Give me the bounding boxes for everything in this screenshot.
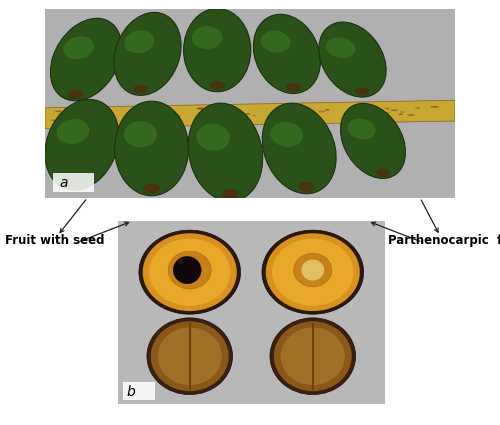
Bar	[53, 173, 94, 192]
Ellipse shape	[55, 110, 62, 112]
Text: Parthenocarpic  fruit: Parthenocarpic fruit	[388, 234, 500, 246]
Ellipse shape	[172, 114, 181, 117]
Ellipse shape	[196, 124, 230, 151]
Ellipse shape	[266, 233, 360, 311]
Ellipse shape	[114, 12, 181, 95]
Ellipse shape	[155, 108, 161, 110]
Ellipse shape	[376, 169, 390, 177]
Ellipse shape	[45, 99, 119, 190]
Ellipse shape	[302, 260, 324, 280]
Ellipse shape	[286, 114, 290, 115]
Ellipse shape	[415, 107, 420, 109]
Ellipse shape	[122, 121, 128, 122]
Ellipse shape	[398, 113, 403, 115]
Ellipse shape	[254, 14, 320, 94]
Ellipse shape	[56, 119, 89, 144]
Ellipse shape	[149, 238, 230, 306]
Ellipse shape	[294, 253, 332, 287]
Ellipse shape	[319, 22, 386, 97]
Ellipse shape	[168, 251, 212, 289]
Bar	[123, 382, 155, 400]
Ellipse shape	[172, 117, 180, 119]
Ellipse shape	[86, 115, 92, 116]
Ellipse shape	[222, 189, 238, 199]
Ellipse shape	[326, 37, 356, 58]
Ellipse shape	[71, 113, 80, 116]
Ellipse shape	[66, 178, 83, 188]
Ellipse shape	[288, 106, 296, 108]
Ellipse shape	[158, 327, 222, 385]
Ellipse shape	[288, 112, 294, 114]
Ellipse shape	[176, 121, 181, 122]
Ellipse shape	[370, 108, 378, 110]
Ellipse shape	[286, 83, 300, 92]
Ellipse shape	[270, 318, 356, 394]
Ellipse shape	[355, 87, 370, 96]
Ellipse shape	[157, 110, 163, 112]
Ellipse shape	[151, 321, 228, 391]
Ellipse shape	[210, 81, 225, 90]
Ellipse shape	[68, 90, 83, 99]
Ellipse shape	[188, 103, 262, 201]
Ellipse shape	[173, 256, 201, 284]
Ellipse shape	[262, 103, 336, 194]
Ellipse shape	[280, 327, 345, 385]
Ellipse shape	[340, 103, 406, 178]
Ellipse shape	[296, 116, 301, 117]
Ellipse shape	[144, 184, 160, 194]
Ellipse shape	[184, 8, 251, 92]
Ellipse shape	[270, 122, 303, 147]
Ellipse shape	[178, 259, 184, 264]
Ellipse shape	[50, 119, 56, 121]
Ellipse shape	[272, 238, 353, 306]
Ellipse shape	[105, 119, 111, 121]
Ellipse shape	[217, 119, 224, 120]
Ellipse shape	[244, 113, 250, 115]
Ellipse shape	[50, 18, 122, 101]
Ellipse shape	[217, 116, 222, 117]
Ellipse shape	[386, 112, 390, 113]
Ellipse shape	[197, 108, 204, 110]
Ellipse shape	[124, 31, 154, 53]
Ellipse shape	[106, 112, 111, 113]
Text: Fruit with seed: Fruit with seed	[5, 234, 104, 246]
Ellipse shape	[81, 120, 86, 121]
Ellipse shape	[210, 121, 214, 122]
Ellipse shape	[348, 119, 376, 139]
Ellipse shape	[134, 85, 148, 94]
Ellipse shape	[318, 110, 326, 113]
Text: a: a	[60, 176, 68, 190]
Ellipse shape	[274, 321, 351, 391]
Ellipse shape	[385, 108, 390, 109]
PathPatch shape	[45, 100, 455, 129]
Ellipse shape	[139, 230, 240, 314]
Ellipse shape	[400, 111, 404, 113]
Ellipse shape	[222, 118, 230, 120]
Ellipse shape	[408, 114, 414, 116]
Ellipse shape	[114, 101, 188, 196]
Ellipse shape	[170, 121, 176, 123]
Ellipse shape	[260, 31, 290, 53]
Ellipse shape	[430, 106, 439, 108]
Ellipse shape	[192, 26, 222, 49]
Ellipse shape	[147, 318, 232, 394]
Ellipse shape	[52, 125, 59, 126]
Ellipse shape	[128, 123, 133, 124]
Ellipse shape	[252, 115, 256, 116]
Ellipse shape	[63, 37, 94, 59]
Ellipse shape	[124, 121, 157, 147]
Ellipse shape	[262, 230, 364, 314]
Ellipse shape	[325, 109, 330, 111]
Text: b: b	[127, 385, 136, 400]
Ellipse shape	[69, 116, 74, 117]
Ellipse shape	[390, 109, 398, 111]
Ellipse shape	[298, 182, 314, 192]
Ellipse shape	[142, 233, 236, 311]
Ellipse shape	[157, 119, 162, 121]
